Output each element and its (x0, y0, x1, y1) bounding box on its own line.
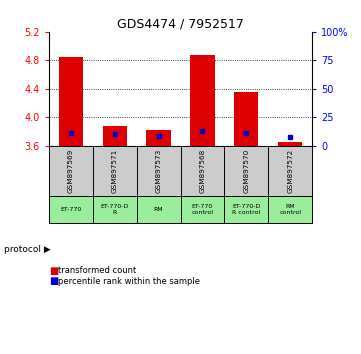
Bar (278, 142, 303, 145)
Text: ET-770-D
R control: ET-770-D R control (232, 204, 261, 215)
Bar (103, 126, 127, 145)
Text: percentile rank within the sample: percentile rank within the sample (58, 277, 200, 286)
Text: ET-770: ET-770 (60, 207, 81, 212)
Bar (147, 130, 171, 145)
Text: RM
control: RM control (279, 204, 301, 215)
Text: ■: ■ (49, 266, 58, 276)
Text: GSM897571: GSM897571 (112, 149, 118, 193)
Text: GSM897569: GSM897569 (68, 149, 74, 193)
Text: GSM897568: GSM897568 (200, 149, 205, 193)
Text: protocol ▶: protocol ▶ (4, 245, 51, 254)
Bar (234, 92, 258, 145)
Text: GSM897573: GSM897573 (156, 149, 161, 193)
Text: ET-770-D
R: ET-770-D R (100, 204, 129, 215)
Bar (58, 57, 83, 145)
Title: GDS4474 / 7952517: GDS4474 / 7952517 (117, 18, 244, 31)
Text: RM: RM (154, 207, 163, 212)
Text: GSM897570: GSM897570 (243, 149, 249, 193)
Text: GSM897572: GSM897572 (287, 149, 293, 193)
Text: ■: ■ (49, 276, 58, 286)
Text: ET-770
control: ET-770 control (191, 204, 213, 215)
Bar (190, 55, 214, 145)
Text: transformed count: transformed count (58, 266, 137, 275)
